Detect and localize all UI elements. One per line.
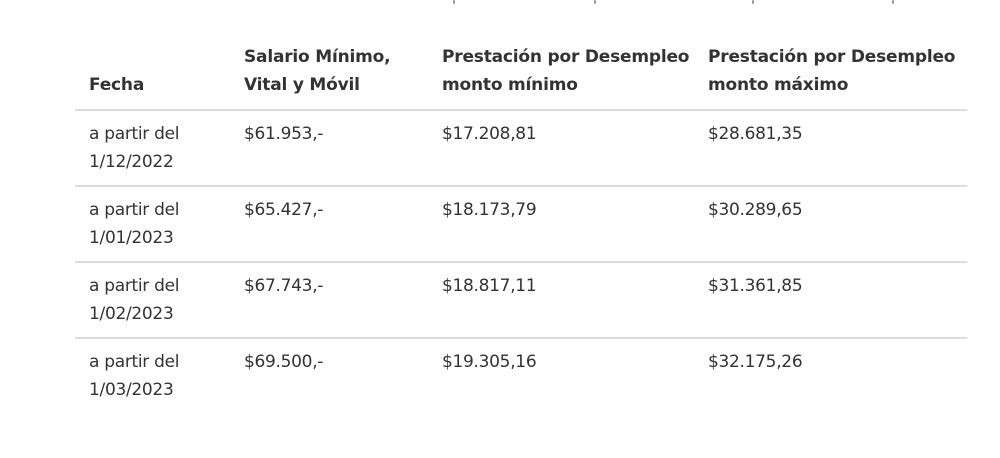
cell-fecha: a partir del 1/01/2023 <box>75 186 230 263</box>
fecha-date: 1/02/2023 <box>89 304 174 324</box>
header-prestacion-maximo: Prestación por Desempleo monto máximo <box>694 38 967 111</box>
fecha-date: 1/03/2023 <box>89 380 174 400</box>
fecha-date: 1/01/2023 <box>89 228 174 248</box>
fecha-prefix: a partir del <box>89 124 180 144</box>
cell-fecha: a partir del 1/03/2023 <box>75 338 230 413</box>
table-row: a partir del 1/03/2023 $69.500,- $19.305… <box>75 338 967 413</box>
cell-prestacion-minimo: $18.817,11 <box>428 262 694 339</box>
cell-prestacion-minimo: $18.173,79 <box>428 186 694 263</box>
cell-smvm: $67.743,- <box>230 262 428 339</box>
header-line: Salario Mínimo, <box>244 47 391 67</box>
table-row: a partir del 1/12/2022 $61.953,- $17.208… <box>75 110 967 187</box>
table-body: a partir del 1/12/2022 $61.953,- $17.208… <box>75 110 967 413</box>
header-line: Vital y Móvil <box>244 75 360 95</box>
cell-smvm: $61.953,- <box>230 110 428 187</box>
cell-fecha: a partir del 1/12/2022 <box>75 110 230 187</box>
header-line: Fecha <box>89 75 145 95</box>
header-smvm: Salario Mínimo, Vital y Móvil <box>230 38 428 111</box>
fecha-prefix: a partir del <box>89 352 180 372</box>
table-header: Fecha Salario Mínimo, Vital y Móvil Pres… <box>75 38 967 111</box>
fecha-prefix: a partir del <box>89 200 180 220</box>
header-fecha: Fecha <box>75 38 230 111</box>
cell-prestacion-maximo: $30.289,65 <box>694 186 967 263</box>
table-row: a partir del 1/02/2023 $67.743,- $18.817… <box>75 262 967 339</box>
clipped-text-fragments <box>0 0 1000 6</box>
cell-prestacion-maximo: $32.175,26 <box>708 352 803 372</box>
fecha-prefix: a partir del <box>89 276 180 296</box>
fecha-date: 1/12/2022 <box>89 152 174 172</box>
header-prestacion-minimo: Prestación por Desempleo monto mínimo <box>428 38 694 111</box>
cell-smvm: $69.500,- <box>244 352 324 372</box>
clipped-glyph <box>594 0 596 4</box>
header-row: Fecha Salario Mínimo, Vital y Móvil Pres… <box>75 38 967 111</box>
clipped-glyph <box>453 0 455 4</box>
table-row: a partir del 1/01/2023 $65.427,- $18.173… <box>75 186 967 263</box>
cell-prestacion-maximo: $31.361,85 <box>694 262 967 339</box>
cell-prestacion-minimo: $19.305,16 <box>442 352 537 372</box>
clipped-glyph <box>892 0 894 4</box>
cell-prestacion-minimo: $17.208,81 <box>428 110 694 187</box>
header-line: monto máximo <box>708 75 849 95</box>
header-line: monto mínimo <box>442 75 578 95</box>
header-line: Prestación por Desempleo <box>442 47 690 67</box>
header-line: Prestación por Desempleo <box>708 47 956 67</box>
cell-prestacion-maximo: $28.681,35 <box>694 110 967 187</box>
cell-smvm: $65.427,- <box>230 186 428 263</box>
salary-table: Fecha Salario Mínimo, Vital y Móvil Pres… <box>75 38 967 413</box>
cell-fecha: a partir del 1/02/2023 <box>75 262 230 339</box>
clipped-glyph <box>752 0 754 4</box>
